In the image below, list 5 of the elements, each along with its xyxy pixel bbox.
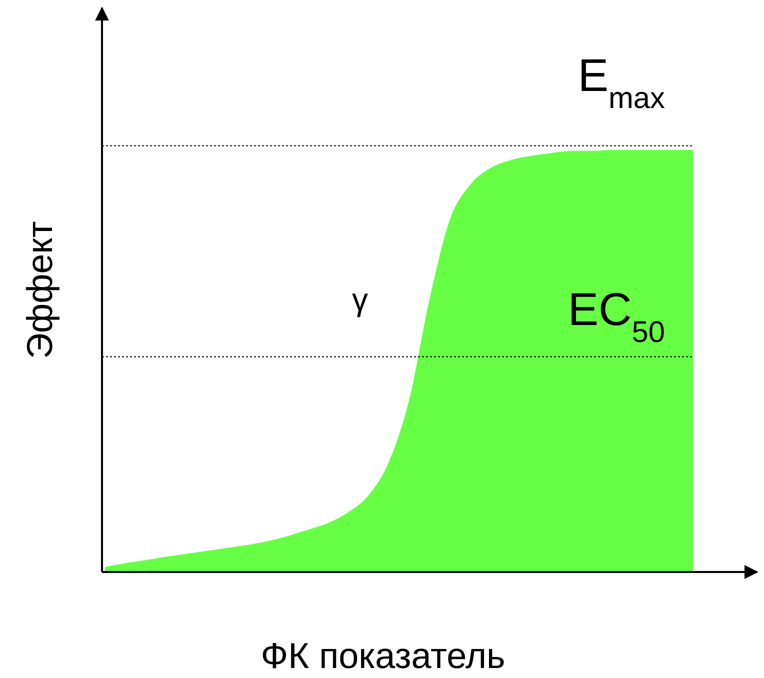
annotation: γ	[352, 281, 368, 318]
ref-line-label: E$_{max}$	[578, 48, 666, 114]
ref-line-label: EC$_{50}$	[568, 282, 665, 348]
y-axis-title: Эффект	[19, 221, 60, 359]
x-axis-title: ФК показатель	[260, 635, 506, 676]
